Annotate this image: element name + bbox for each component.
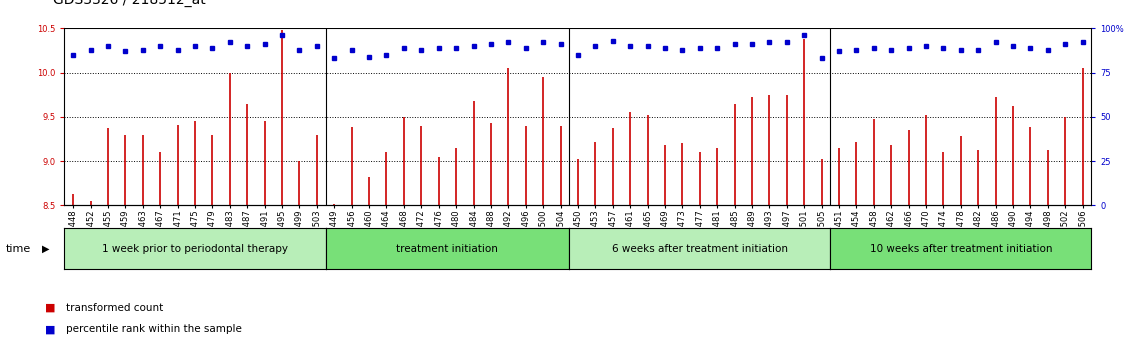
Text: ■: ■	[45, 303, 55, 313]
Text: treatment initiation: treatment initiation	[397, 244, 499, 254]
Text: 10 weeks after treatment initiation: 10 weeks after treatment initiation	[870, 244, 1052, 254]
Text: percentile rank within the sample: percentile rank within the sample	[66, 324, 242, 334]
Text: ▶: ▶	[42, 244, 50, 254]
Text: 1 week prior to periodontal therapy: 1 week prior to periodontal therapy	[102, 244, 288, 254]
Text: ■: ■	[45, 324, 55, 334]
Text: GDS3326 / 218512_at: GDS3326 / 218512_at	[53, 0, 206, 7]
Text: 6 weeks after treatment initiation: 6 weeks after treatment initiation	[612, 244, 788, 254]
Text: transformed count: transformed count	[66, 303, 163, 313]
Text: time: time	[6, 244, 31, 254]
